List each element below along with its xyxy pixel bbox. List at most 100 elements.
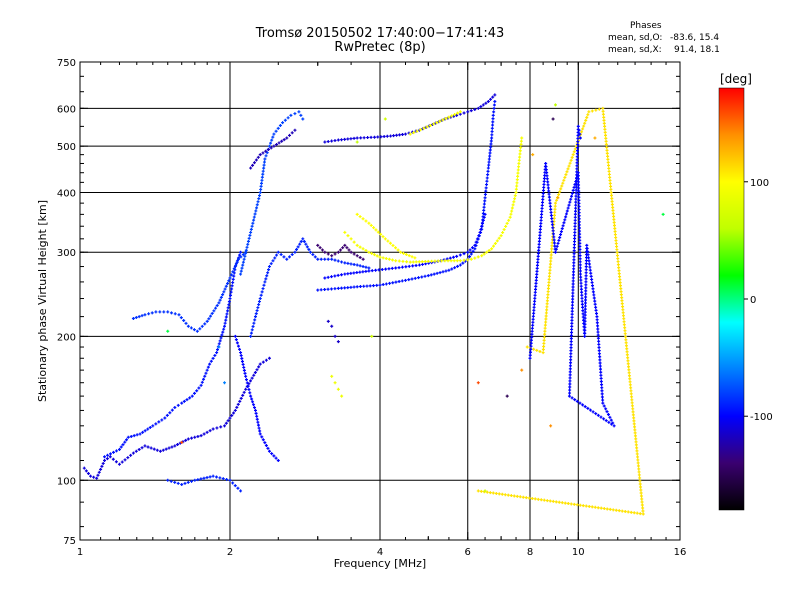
echo-point <box>598 364 602 368</box>
echo-point <box>358 255 362 259</box>
echo-point <box>596 324 600 328</box>
echo-point <box>559 187 563 191</box>
echo-point <box>387 267 391 271</box>
echo-point <box>546 290 550 294</box>
echo-point <box>170 445 174 449</box>
echo-point <box>614 239 618 243</box>
echo-point <box>572 252 576 256</box>
echo-point <box>263 441 267 445</box>
echo-point <box>458 263 462 267</box>
echo-point <box>539 215 543 219</box>
echo-point <box>543 323 547 327</box>
echo-point <box>403 132 407 136</box>
echo-point <box>264 149 268 153</box>
echo-point <box>330 139 334 143</box>
echo-point <box>433 259 437 263</box>
echo-point <box>257 303 261 307</box>
echo-point <box>254 209 258 213</box>
echo-point <box>132 434 136 438</box>
echo-point <box>479 489 483 493</box>
echo-point <box>587 259 591 263</box>
echo-point <box>632 416 636 420</box>
echo-point <box>154 310 158 314</box>
echo-point <box>242 368 246 372</box>
x-tick-label: 8 <box>527 547 533 558</box>
echo-point <box>415 129 419 133</box>
echo-point <box>576 133 580 137</box>
echo-point <box>568 161 572 165</box>
echo-point <box>271 259 275 263</box>
echo-point <box>609 193 613 197</box>
echo-point <box>578 263 582 267</box>
echo-point <box>441 118 445 122</box>
echo-point <box>233 408 237 412</box>
echo-point <box>339 248 343 252</box>
echo-point <box>293 112 297 116</box>
echo-point <box>549 210 553 214</box>
echo-point <box>435 121 439 125</box>
echo-point <box>570 396 574 400</box>
echo-point <box>584 504 588 508</box>
echo-point <box>188 396 192 400</box>
echo-point <box>400 279 404 283</box>
echo-point <box>441 270 445 274</box>
echo-point <box>543 332 547 336</box>
echo-point <box>476 255 480 259</box>
echo-point <box>396 248 400 252</box>
echo-point <box>255 414 259 418</box>
echo-point <box>242 390 246 394</box>
echo-point <box>330 275 334 279</box>
echo-point <box>134 449 138 453</box>
echo-point <box>565 209 569 213</box>
echo-point <box>570 194 574 198</box>
echo-point <box>238 347 242 351</box>
echo-point <box>105 457 109 461</box>
echo-point <box>599 367 603 371</box>
echo-point <box>258 190 262 194</box>
echo-point <box>547 189 551 193</box>
echo-point <box>276 250 280 254</box>
echo-point <box>408 260 412 264</box>
echo-point <box>333 258 337 262</box>
echo-point <box>599 506 603 510</box>
echo-point <box>575 155 579 159</box>
echo-point <box>362 284 366 288</box>
echo-point <box>510 206 514 210</box>
echo-point <box>615 245 619 249</box>
echo-point <box>631 407 635 411</box>
echo-point <box>198 327 202 331</box>
echo-point <box>352 271 356 275</box>
echo-point <box>550 223 554 227</box>
echo-point <box>520 136 524 140</box>
echo-point <box>515 178 519 182</box>
echo-point <box>600 383 604 387</box>
echo-point <box>232 411 236 415</box>
echo-point <box>620 509 624 513</box>
echo-point <box>615 248 619 252</box>
echo-point <box>581 315 585 319</box>
echo-point <box>638 479 642 483</box>
echo-point <box>166 329 170 333</box>
echo-point <box>576 143 580 147</box>
echo-point <box>233 484 237 488</box>
echo-point <box>366 136 370 140</box>
echo-point <box>636 464 640 468</box>
echo-point <box>232 267 236 271</box>
echo-point <box>577 183 581 187</box>
y-tick-label: 400 <box>57 188 76 199</box>
echo-point <box>367 269 371 273</box>
echo-point <box>426 274 430 278</box>
echo-point <box>453 112 457 116</box>
echo-point <box>333 381 337 385</box>
echo-point <box>571 279 575 283</box>
echo-point <box>398 133 402 137</box>
echo-point <box>639 485 643 489</box>
echo-point <box>574 194 578 198</box>
echo-point <box>566 206 570 210</box>
echo-point <box>529 341 533 345</box>
echo-point <box>491 95 495 99</box>
echo-point <box>627 374 631 378</box>
echo-point <box>612 215 616 219</box>
echo-point <box>220 333 224 337</box>
echo-point <box>240 359 244 363</box>
